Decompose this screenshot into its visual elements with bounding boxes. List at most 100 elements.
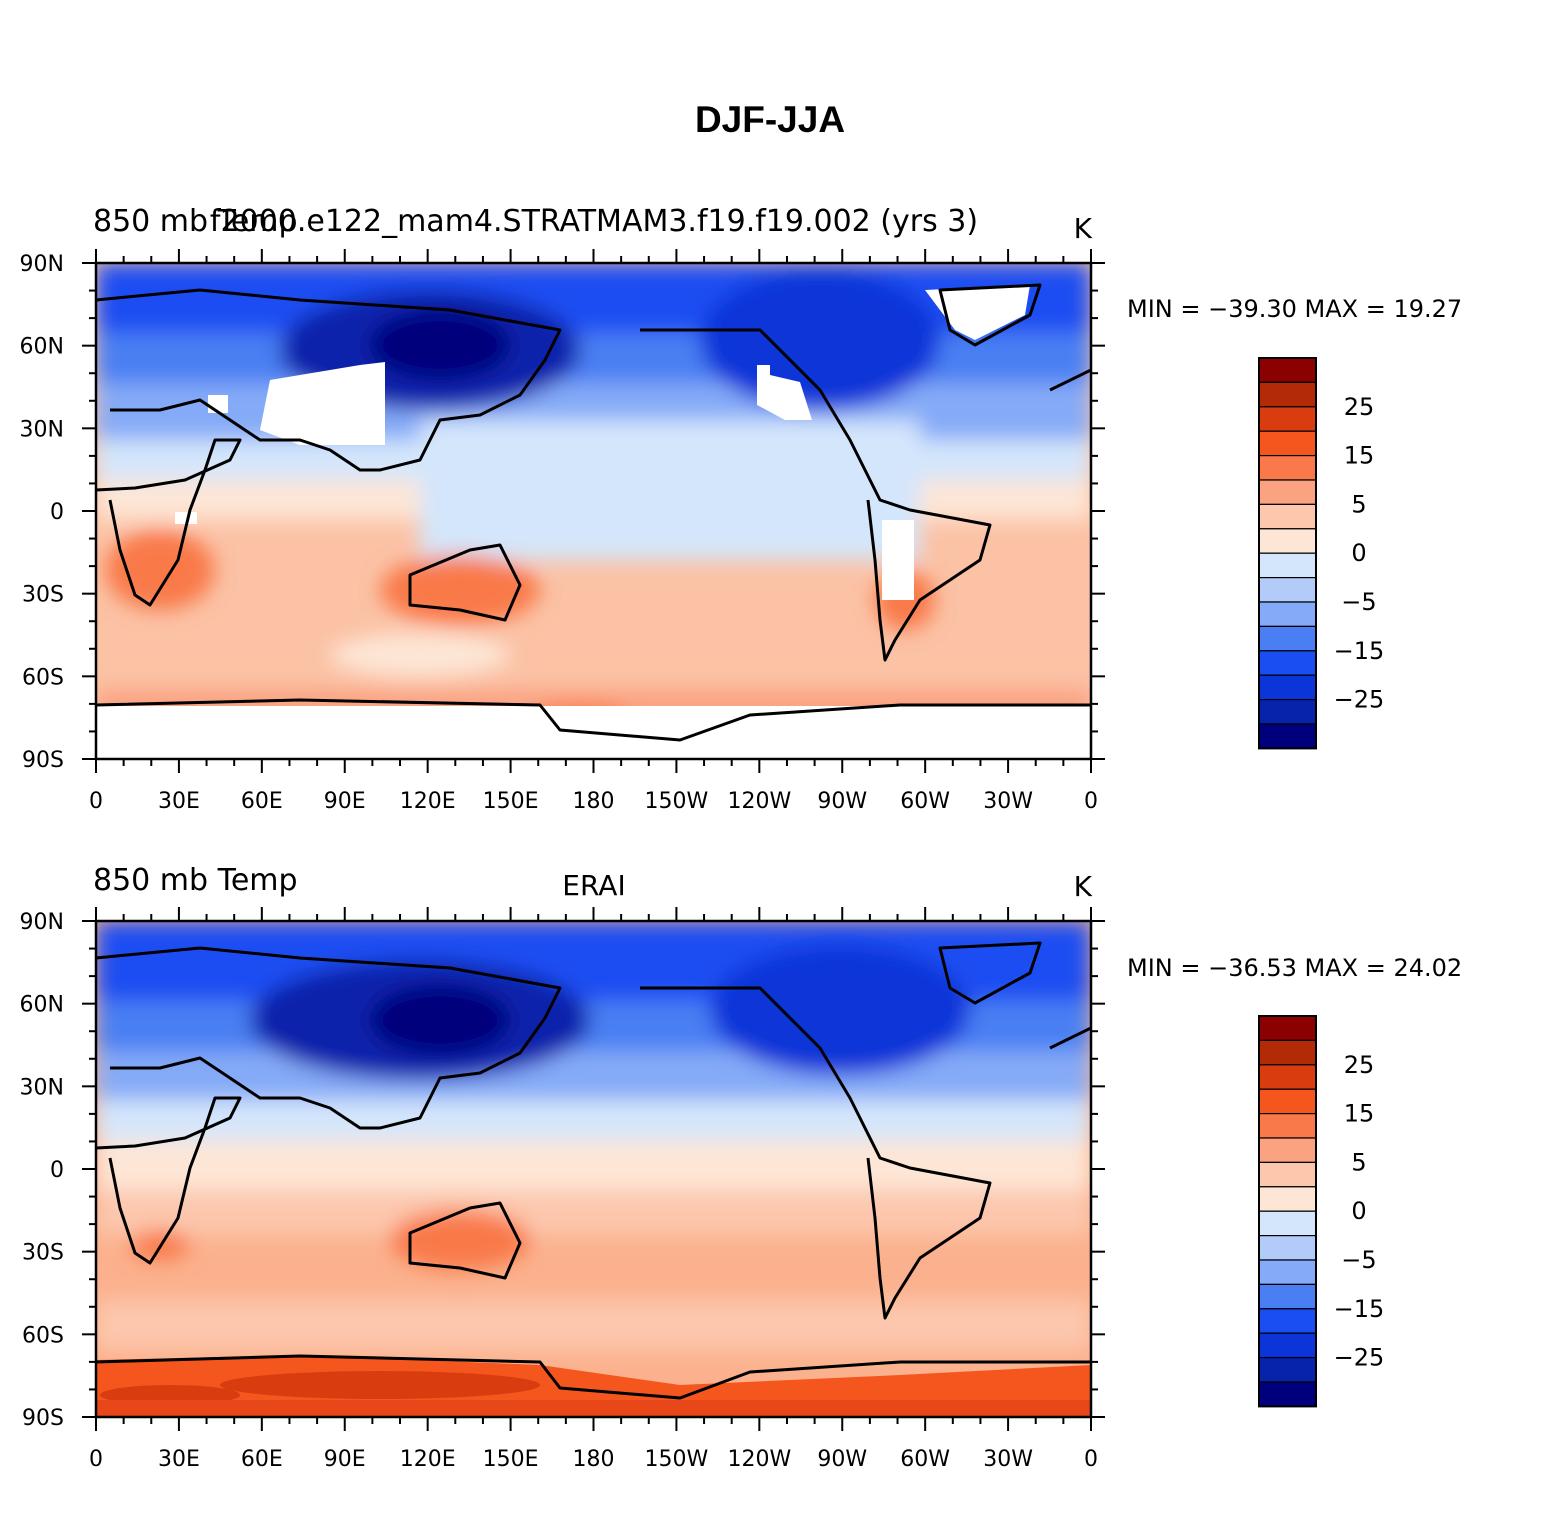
colorbar-swatch <box>1258 1064 1317 1090</box>
colorbar-swatch <box>1258 1088 1317 1115</box>
panel-left-title: 850 mb Temp <box>93 204 298 239</box>
lon-tick-label: 120W <box>727 1447 791 1472</box>
lon-tick-labels: 0 30E 60E 90E 120E 150E 180 150W 120W 90W 60W 30W 0 <box>89 789 1098 814</box>
coastlines <box>96 283 1091 742</box>
colorbar-swatch <box>1258 1332 1317 1359</box>
colorbar-swatch <box>1258 1356 1317 1383</box>
colorbar-swatch <box>1258 674 1317 701</box>
lon-tick-label: 30E <box>158 789 200 814</box>
colorbar-tick-label: −15 <box>1334 637 1385 665</box>
figure-title: DJF-JJA <box>695 99 845 140</box>
colorbar-swatch <box>1258 723 1317 749</box>
lon-tick-label: 0 <box>1084 1447 1098 1472</box>
panel-model: 850 mb Temp f2000.e122_mam4.STRATMAM3.f1… <box>20 204 1463 814</box>
lon-tick-label: 120W <box>727 789 791 814</box>
lat-tick-label: 30N <box>20 1075 64 1100</box>
colorbar-tick-label: 15 <box>1344 1100 1375 1128</box>
colorbar-swatch <box>1258 1259 1317 1285</box>
colorbar: 25 15 5 0 −5 −15 −25 <box>1258 357 1385 750</box>
lon-tick-label: 60W <box>900 1447 950 1472</box>
lon-tick-label: 150E <box>483 789 539 814</box>
panel-reanalysis: 850 mb Temp ERAI K MIN = −36.53 MAX = 24… <box>20 863 1463 1472</box>
colorbar-tick-label: 5 <box>1351 1148 1366 1176</box>
lon-tick-label: 150W <box>645 789 709 814</box>
lon-tick-label: 60E <box>241 1447 283 1472</box>
lon-tick-label: 150W <box>645 1447 709 1472</box>
colorbar-swatch <box>1258 1137 1317 1163</box>
colorbar-swatch <box>1258 601 1317 627</box>
lon-tick-labels: 0 30E 60E 90E 120E 150E 180 150W 120W 90W 60W 30W 0 <box>89 1447 1098 1472</box>
lat-tick-label: 60N <box>20 335 64 360</box>
lat-tick-labels: 90N 60N 30N 0 30S 60S 90S <box>20 910 64 1431</box>
colorbar-tick-label: −25 <box>1334 686 1385 714</box>
lat-tick-label: 90N <box>20 252 64 277</box>
colorbar-swatch <box>1258 1186 1317 1212</box>
colorbar-swatch <box>1258 381 1317 408</box>
lon-tick-label: 180 <box>573 1447 615 1472</box>
colorbar-swatch <box>1258 1161 1317 1188</box>
colorbar-frame <box>1258 357 1317 750</box>
lat-tick-label: 90S <box>22 1406 64 1431</box>
colorbar-swatch <box>1258 503 1317 530</box>
colorbar-swatch <box>1258 1210 1317 1237</box>
lat-tick-label: 30N <box>20 417 64 442</box>
panel-center-title: f2000.e122_mam4.STRATMAM3.f19.f19.002 (y… <box>210 204 978 239</box>
colorbar-swatch <box>1258 1308 1317 1334</box>
map-field <box>94 919 1093 1419</box>
lat-tick-label: 30S <box>22 583 64 608</box>
colorbar-tick-label: −5 <box>1341 1246 1376 1274</box>
lat-tick-label: 60S <box>22 665 64 690</box>
colorbar-tick-label: 25 <box>1344 1051 1375 1079</box>
colorbar-swatch <box>1258 455 1317 481</box>
colorbar: 25 15 5 0 −5 −15 −25 <box>1258 1015 1385 1408</box>
lon-tick-label: 120E <box>400 1447 456 1472</box>
colorbar-swatch <box>1258 1039 1317 1066</box>
lat-tick-label: 90N <box>20 910 64 935</box>
lon-tick-label: 60E <box>241 789 283 814</box>
map-field <box>94 261 1093 761</box>
lon-tick-label: 180 <box>573 789 615 814</box>
colorbar-swatch <box>1258 650 1317 676</box>
lon-tick-label: 30W <box>983 1447 1033 1472</box>
colorbar-swatch <box>1258 1112 1317 1139</box>
colorbar-swatch <box>1258 625 1317 652</box>
colorbar-swatch <box>1258 357 1317 383</box>
lon-tick-label: 0 <box>89 789 103 814</box>
colorbar-tick-label: 5 <box>1351 490 1366 518</box>
colorbar-tick-label: −15 <box>1334 1295 1385 1323</box>
axis-ticks <box>82 249 1105 773</box>
lat-tick-label: 0 <box>50 500 64 525</box>
lon-tick-label: 0 <box>89 1447 103 1472</box>
lon-tick-label: 120E <box>400 789 456 814</box>
colorbar-swatch <box>1258 698 1317 725</box>
colorbar-swatch <box>1258 1234 1317 1261</box>
panel-units: K <box>1074 212 1093 245</box>
colorbar-swatch <box>1258 430 1317 457</box>
lat-tick-label: 60S <box>22 1323 64 1348</box>
lon-tick-label: 60W <box>900 789 950 814</box>
colorbar-swatch <box>1258 552 1317 579</box>
colorbar-tick-label: 0 <box>1351 539 1366 567</box>
colorbar-frame <box>1258 1015 1317 1408</box>
axis-ticks <box>82 907 1105 1431</box>
lon-tick-label: 30E <box>158 1447 200 1472</box>
lon-tick-label: 90E <box>324 1447 366 1472</box>
lon-tick-label: 90E <box>324 789 366 814</box>
colorbar-swatch <box>1258 1015 1317 1041</box>
panel-stats: MIN = −36.53 MAX = 24.02 <box>1127 954 1462 982</box>
colorbar-swatch <box>1258 406 1317 432</box>
lon-tick-label: 90W <box>817 789 867 814</box>
colorbar-tick-label: −5 <box>1341 588 1376 616</box>
lat-tick-labels: 90N 60N 30N 0 30S 60S 90S <box>20 252 64 773</box>
antarctic-warm-region <box>96 1355 1091 1417</box>
colorbar-swatch <box>1258 479 1317 505</box>
lat-tick-label: 60N <box>20 993 64 1018</box>
colorbar-tick-label: −25 <box>1334 1344 1385 1372</box>
colorbar-swatch <box>1258 576 1317 603</box>
colorbar-swatch <box>1258 1381 1317 1407</box>
coastlines <box>96 941 1091 1400</box>
colorbar-tick-label: 25 <box>1344 393 1375 421</box>
panel-units: K <box>1074 870 1093 903</box>
lon-tick-label: 90W <box>817 1447 867 1472</box>
